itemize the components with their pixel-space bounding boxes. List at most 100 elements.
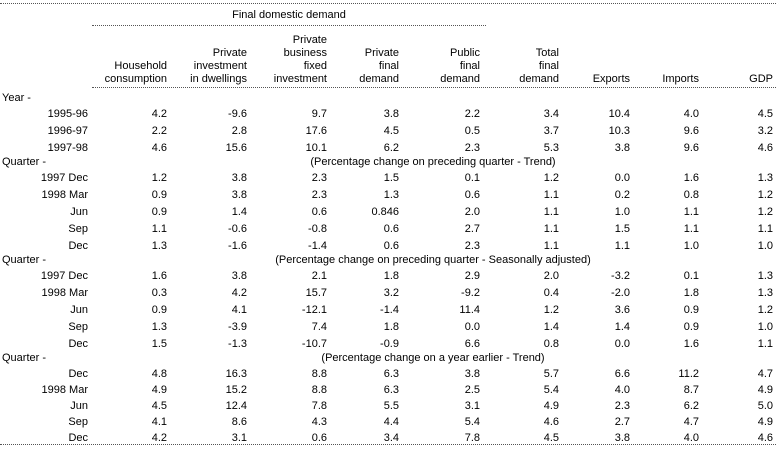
row-label: Jun bbox=[70, 304, 88, 316]
value-cell: 4.0 bbox=[683, 108, 699, 120]
value-cell: 0.9 bbox=[683, 321, 699, 333]
value-cell: 5.0 bbox=[757, 400, 773, 412]
value-cell: 4.9 bbox=[543, 400, 559, 412]
table-row: Sep 1.1 -0.6 -0.8 0.6 2.7 1.1 1.5 1.1 1.1 bbox=[0, 220, 776, 237]
row-label: 1997 Dec bbox=[40, 270, 88, 282]
column-header-line: investment bbox=[193, 60, 247, 72]
value-cell: 1.1 bbox=[683, 206, 699, 218]
table-row: Jun 4.5 12.4 7.8 5.5 3.1 4.9 2.3 6.2 5.0 bbox=[0, 397, 776, 413]
value-cell: 1.3 bbox=[383, 189, 399, 201]
value-cell: -1.4 bbox=[308, 240, 327, 252]
value-cell: 1.0 bbox=[757, 240, 773, 252]
value-cell: 4.5 bbox=[383, 125, 399, 137]
column-header-line: Private bbox=[212, 47, 247, 59]
column-header-row: Household consumption Private investment in … bbox=[0, 30, 776, 86]
row-label: 1997-98 bbox=[47, 142, 88, 154]
value-cell: 2.3 bbox=[311, 189, 327, 201]
table-row: 1998 Mar 4.9 15.2 8.8 6.3 2.5 5.4 4.0 8.7 4.9 bbox=[0, 381, 776, 397]
value-cell: 2.3 bbox=[464, 142, 480, 154]
value-cell: 3.1 bbox=[231, 432, 247, 444]
value-cell: 1.2 bbox=[757, 189, 773, 201]
value-cell: 1.8 bbox=[383, 270, 399, 282]
value-cell: 6.3 bbox=[383, 384, 399, 396]
value-cell: 2.0 bbox=[464, 206, 480, 218]
value-cell: 1.1 bbox=[683, 223, 699, 235]
value-cell: 3.7 bbox=[543, 125, 559, 137]
column-header-line: Private bbox=[364, 47, 399, 59]
value-cell: 4.0 bbox=[683, 432, 699, 444]
value-cell: 1.6 bbox=[151, 270, 167, 282]
value-cell: 4.9 bbox=[757, 384, 773, 396]
value-cell: 11.2 bbox=[678, 368, 699, 380]
value-cell: 5.7 bbox=[543, 368, 559, 380]
value-cell: 4.6 bbox=[757, 432, 773, 444]
column-header-private-final-demand: Private final demand bbox=[330, 47, 402, 86]
value-cell: 1.6 bbox=[683, 338, 699, 350]
table-row: 1998 Mar 0.9 3.8 2.3 1.3 0.6 1.1 0.2 0.8 1.2 bbox=[0, 186, 776, 203]
value-cell: 2.1 bbox=[311, 270, 327, 282]
value-cell: -0.8 bbox=[308, 223, 327, 235]
row-label: 1997 Dec bbox=[40, 172, 88, 184]
value-cell: 0.9 bbox=[151, 304, 167, 316]
value-cell: 4.6 bbox=[151, 142, 167, 154]
table-row: Sep 4.1 8.6 4.3 4.4 5.4 4.6 2.7 4.7 4.9 bbox=[0, 413, 776, 429]
section-label: Quarter - bbox=[2, 352, 47, 364]
value-cell: 0.6 bbox=[311, 432, 327, 444]
value-cell: -0.6 bbox=[228, 223, 247, 235]
value-cell: 4.2 bbox=[231, 287, 247, 299]
value-cell: 0.6 bbox=[383, 223, 399, 235]
table-row: 1997 Dec 1.6 3.8 2.1 1.8 2.9 2.0 -3.2 0.1 1.3 bbox=[0, 267, 776, 284]
value-cell: 6.6 bbox=[614, 368, 630, 380]
column-header-line: GDP bbox=[749, 73, 773, 85]
value-cell: 9.6 bbox=[683, 125, 699, 137]
value-cell: 1.1 bbox=[543, 206, 559, 218]
table-row: Sep 1.3 -3.9 7.4 1.8 0.0 1.4 1.4 0.9 1.0 bbox=[0, 318, 776, 335]
value-cell: 3.8 bbox=[231, 172, 247, 184]
value-cell: 1.2 bbox=[543, 172, 559, 184]
column-header-private-business-fixed-investment: Private business fixed investment bbox=[250, 34, 330, 86]
value-cell: 1.1 bbox=[614, 240, 630, 252]
row-label: Dec bbox=[68, 432, 88, 444]
row-label: Dec bbox=[68, 338, 88, 350]
value-cell: 0.6 bbox=[383, 240, 399, 252]
column-header-public-final-demand: Public final demand bbox=[402, 47, 483, 86]
value-cell: 2.9 bbox=[464, 270, 480, 282]
value-cell: 1.1 bbox=[543, 223, 559, 235]
value-cell: 7.8 bbox=[311, 400, 327, 412]
table-section: Quarter - (Percentage change on preceding… bbox=[0, 254, 776, 352]
value-cell: 4.5 bbox=[151, 400, 167, 412]
row-label: Sep bbox=[68, 321, 88, 333]
value-cell: 1.8 bbox=[683, 287, 699, 299]
column-header-line: Household bbox=[114, 60, 167, 72]
value-cell: 4.5 bbox=[757, 108, 773, 120]
value-cell: 1.1 bbox=[543, 189, 559, 201]
value-cell: 3.2 bbox=[757, 125, 773, 137]
spanner-rule bbox=[92, 25, 486, 26]
value-cell: 4.6 bbox=[757, 142, 773, 154]
value-cell: 0.0 bbox=[464, 321, 480, 333]
value-cell: 0.846 bbox=[371, 206, 399, 218]
value-cell: 16.3 bbox=[225, 368, 247, 380]
column-header-exports: Exports bbox=[562, 73, 633, 86]
value-cell: 10.3 bbox=[608, 125, 630, 137]
table-row: 1998 Mar 0.3 4.2 15.7 3.2 -9.2 0.4 -2.0 1.8 1.3 bbox=[0, 284, 776, 301]
value-cell: 5.4 bbox=[543, 384, 559, 396]
value-cell: 6.3 bbox=[383, 368, 399, 380]
value-cell: 1.5 bbox=[151, 338, 167, 350]
value-cell: -9.2 bbox=[461, 287, 480, 299]
section-header-row: Quarter - (Percentage change on a year ea… bbox=[0, 352, 776, 365]
section-note: (Percentage change on a year earlier - T… bbox=[321, 352, 545, 364]
table-row: 1997 Dec 1.2 3.8 2.3 1.5 0.1 1.2 0.0 1.6 1.3 bbox=[0, 169, 776, 186]
value-cell: 8.7 bbox=[683, 384, 699, 396]
value-cell: -1.6 bbox=[228, 240, 247, 252]
value-cell: 6.6 bbox=[464, 338, 480, 350]
section-label: Quarter - bbox=[2, 156, 47, 168]
table-row: Dec 1.3 -1.6 -1.4 0.6 2.3 1.1 1.1 1.0 1.0 bbox=[0, 237, 776, 254]
value-cell: 2.2 bbox=[151, 125, 167, 137]
value-cell: 1.2 bbox=[151, 172, 167, 184]
value-cell: 3.8 bbox=[231, 270, 247, 282]
value-cell: 0.5 bbox=[464, 125, 480, 137]
value-cell: 3.8 bbox=[231, 189, 247, 201]
row-label: Jun bbox=[70, 400, 88, 412]
column-header-line: Public bbox=[450, 47, 480, 59]
